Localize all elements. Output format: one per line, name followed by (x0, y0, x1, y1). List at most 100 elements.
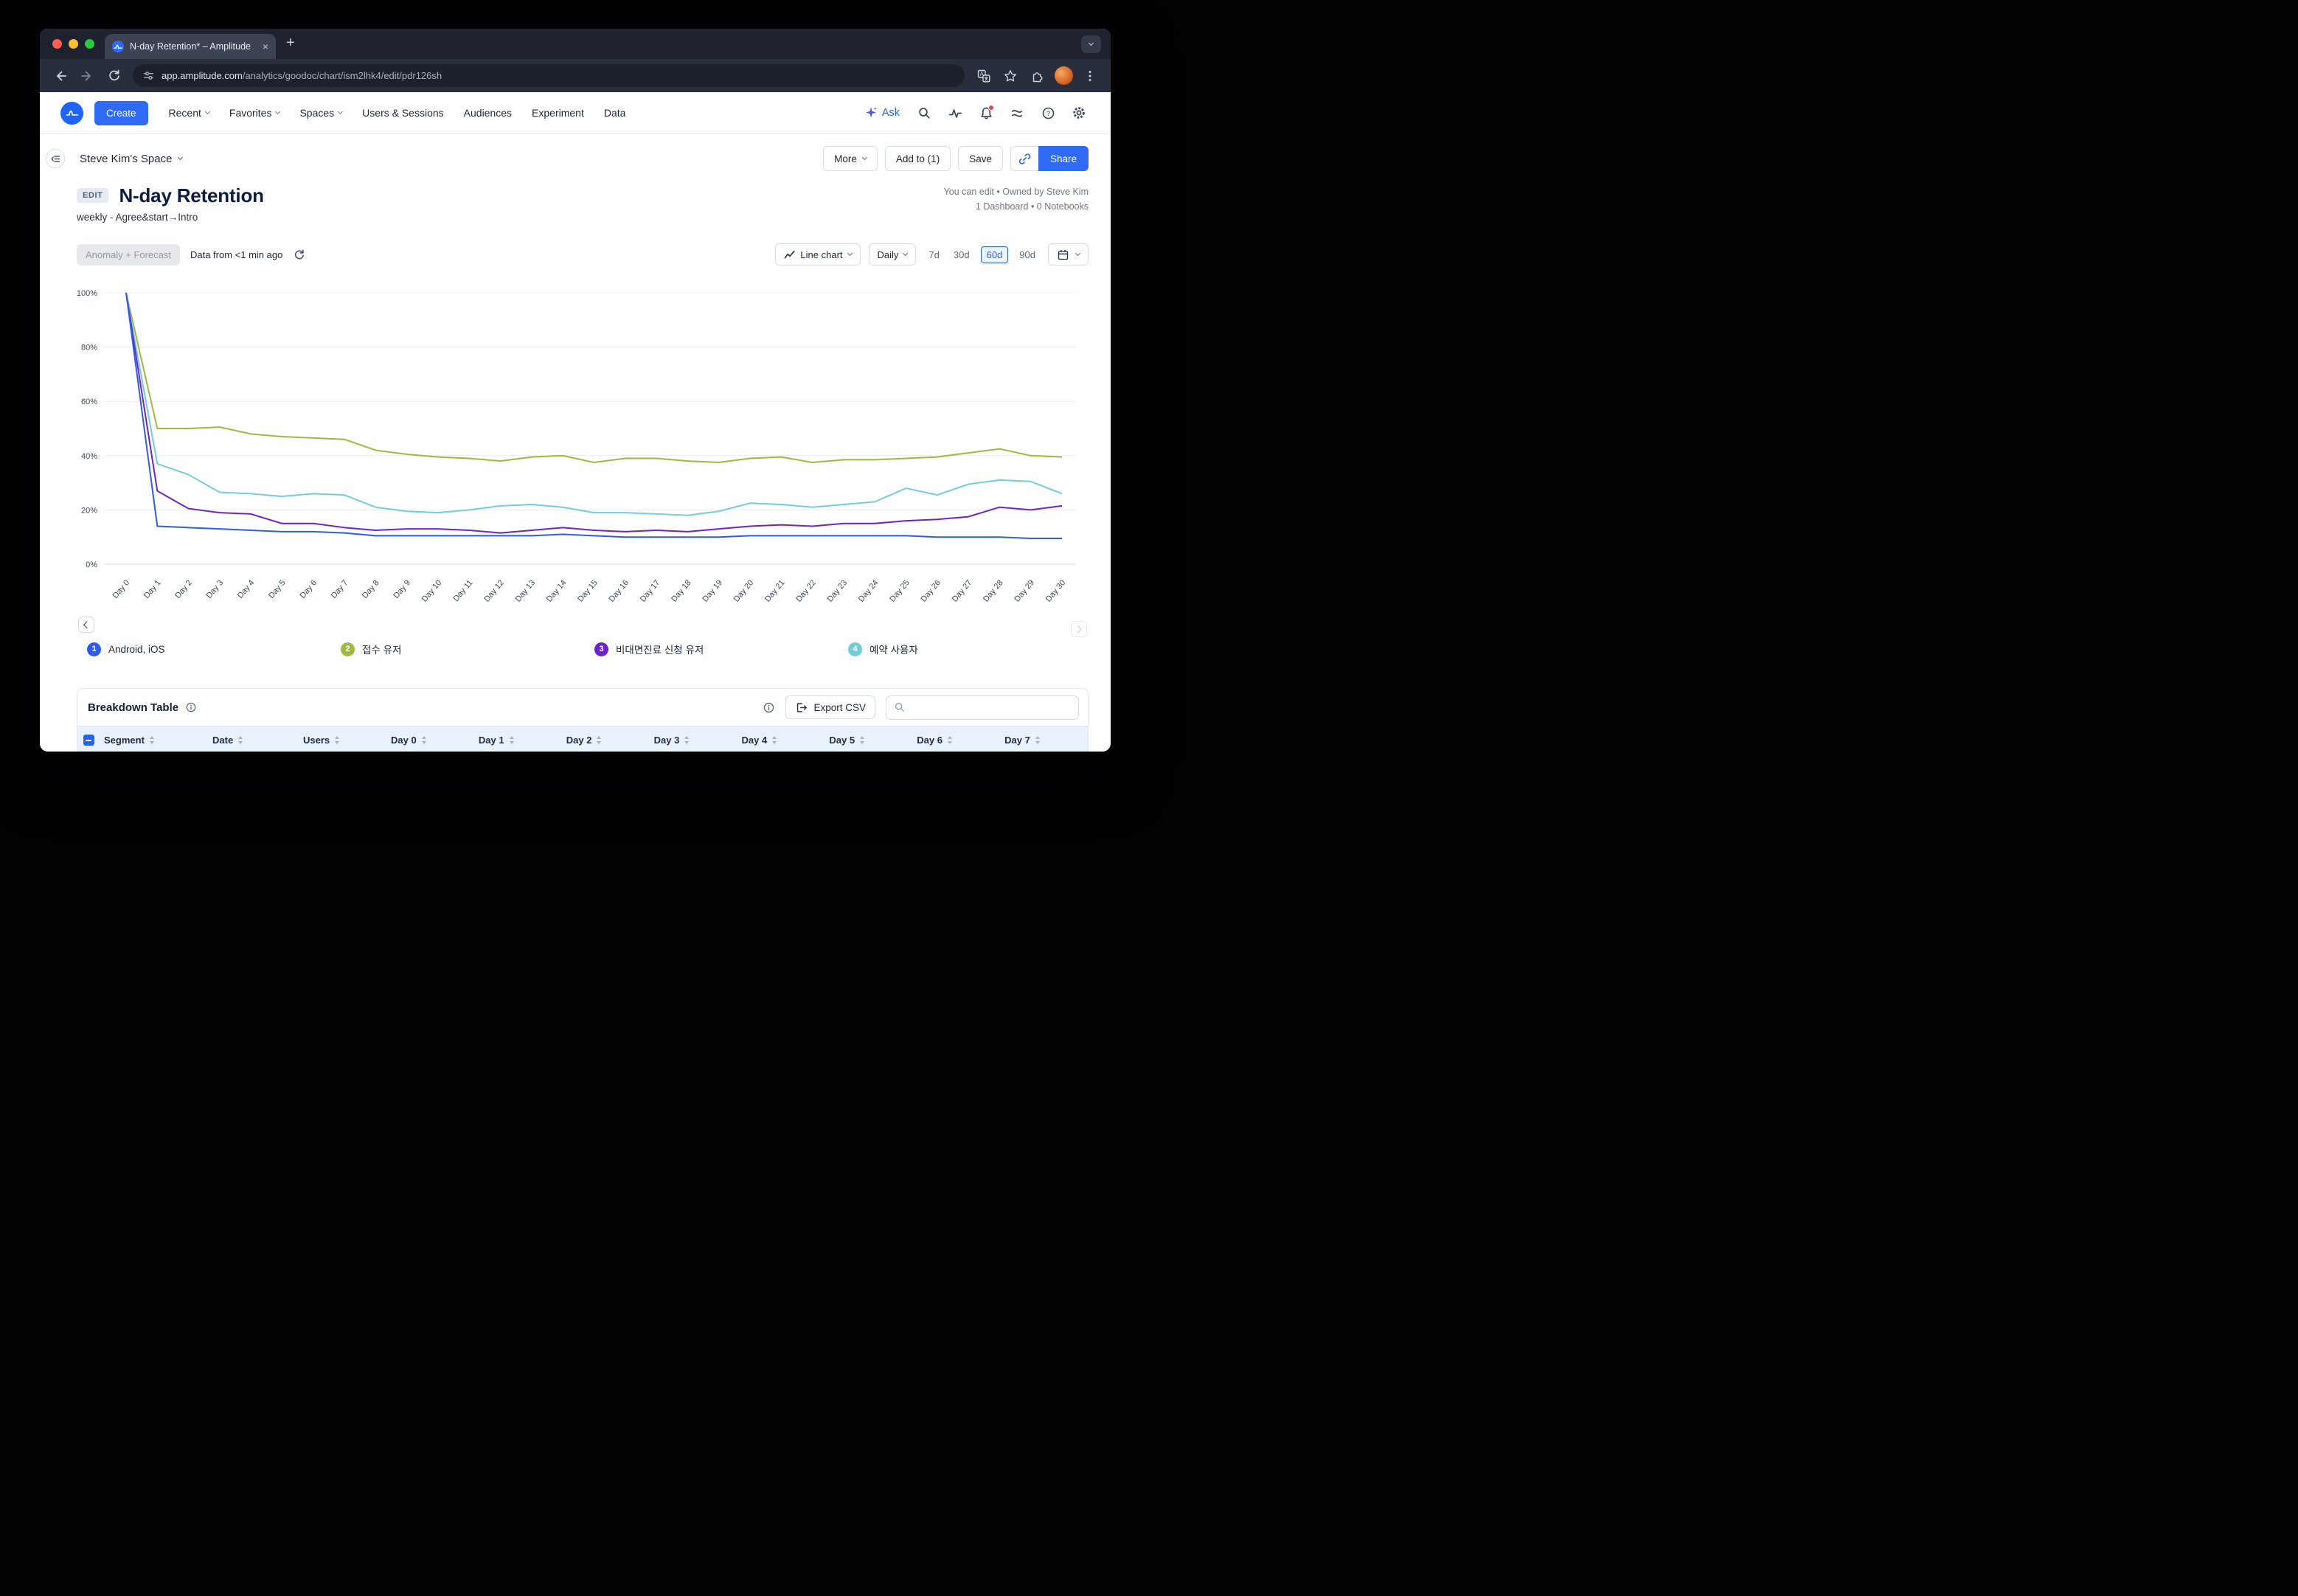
page-subtitle[interactable]: weekly - Agree&start→Intro (77, 212, 198, 223)
more-button[interactable]: More (823, 146, 878, 171)
space-selector[interactable]: Steve Kim's Space (80, 152, 184, 165)
select-all-checkbox[interactable] (77, 735, 100, 746)
series-line-3[interactable] (125, 292, 1063, 534)
range-button-60d[interactable]: 60d (980, 246, 1009, 263)
column-header-date[interactable]: Date (208, 735, 299, 746)
range-button-7d[interactable]: 7d (926, 246, 942, 263)
ask-button[interactable]: Ask (864, 106, 900, 119)
profile-avatar[interactable] (1052, 64, 1075, 88)
sort-icon[interactable] (1035, 736, 1040, 744)
share-button[interactable]: Share (1038, 146, 1089, 171)
table-search-box[interactable] (886, 695, 1079, 720)
nav-item-spaces[interactable]: Spaces (299, 107, 344, 119)
back-button[interactable] (49, 64, 72, 88)
sort-icon[interactable] (772, 736, 777, 744)
sort-icon[interactable] (335, 736, 340, 744)
x-axis-tick: Day 9 (392, 578, 412, 600)
column-header-day-0[interactable]: Day 0 (386, 735, 474, 746)
add-to-button[interactable]: Add to (1) (884, 146, 951, 171)
zoom-window-button[interactable] (85, 39, 94, 49)
tab-close-icon[interactable]: × (262, 41, 268, 52)
create-button[interactable]: Create (94, 100, 148, 125)
chart-type-selector[interactable]: Line chart (775, 243, 861, 266)
series-line-2[interactable] (125, 292, 1063, 463)
nav-item-favorites[interactable]: Favorites (229, 107, 281, 119)
x-axis-tick: Day 3 (205, 578, 226, 600)
bookmark-star-icon[interactable] (999, 64, 1022, 88)
page-title[interactable]: N-day Retention (119, 184, 264, 207)
date-picker-button[interactable] (1048, 243, 1089, 266)
granularity-selector[interactable]: Daily (868, 243, 917, 266)
info-icon[interactable] (185, 701, 197, 713)
column-header-day-4[interactable]: Day 4 (737, 735, 825, 746)
column-header-day-2[interactable]: Day 2 (562, 735, 650, 746)
x-axis-tick: Day 22 (794, 578, 818, 603)
forward-button[interactable] (75, 64, 99, 88)
minimize-window-button[interactable] (69, 39, 78, 49)
retention-line-chart[interactable]: 0% 20% 40% 60% 80% 100% Day 0 Day 1 Day 2 Day 3 Da… (77, 271, 1089, 603)
pipelines-button[interactable] (1004, 100, 1030, 125)
series-line-4[interactable] (125, 292, 1063, 516)
sort-icon[interactable] (597, 736, 602, 744)
x-axis-tick: Day 29 (1013, 578, 1036, 603)
nav-item-label: Data (603, 107, 626, 119)
column-header-day-6[interactable]: Day 6 (912, 735, 1000, 746)
legend-prev-button[interactable] (78, 617, 94, 633)
sort-icon[interactable] (684, 736, 690, 744)
sort-icon[interactable] (149, 736, 154, 744)
url-bar[interactable]: app.amplitude.com/analytics/goodoc/chart… (133, 64, 965, 87)
x-axis-tick: Day 19 (701, 578, 724, 603)
nav-item-recent[interactable]: Recent (169, 107, 210, 119)
sort-icon[interactable] (421, 736, 426, 744)
column-header-users[interactable]: Users (299, 735, 386, 746)
table-search-input[interactable] (911, 701, 1071, 713)
close-window-button[interactable] (52, 39, 62, 49)
column-header-segment[interactable]: Segment (100, 735, 208, 746)
browser-menu-icon[interactable] (1078, 64, 1102, 88)
legend-item-2[interactable]: 2 접수 유저 (341, 642, 594, 656)
sort-icon[interactable] (860, 736, 865, 744)
space-name-label: Steve Kim's Space (80, 152, 173, 165)
amplitude-logo[interactable] (60, 101, 83, 125)
column-header-day-7[interactable]: Day 7 (1000, 735, 1088, 746)
add-to-label: Add to (1) (895, 153, 940, 164)
series-line-1[interactable] (125, 292, 1062, 540)
notifications-button[interactable] (973, 100, 999, 125)
info-icon[interactable] (763, 701, 775, 714)
copy-link-button[interactable] (1010, 146, 1038, 171)
nav-item-data[interactable]: Data (604, 107, 626, 119)
nav-item-audiences[interactable]: Audiences (464, 107, 512, 119)
search-button[interactable] (912, 100, 937, 125)
browser-tab[interactable]: N-day Retention* – Amplitude × (105, 34, 276, 59)
legend-item-3[interactable]: 3 비대면진료 신청 유저 (594, 642, 848, 656)
usage-text[interactable]: 1 Dashboard • 0 Notebooks (975, 201, 1089, 212)
extensions-icon[interactable] (1025, 64, 1049, 88)
x-axis-tick: Day 8 (361, 578, 381, 600)
sort-icon[interactable] (238, 736, 243, 744)
new-tab-button[interactable]: + (286, 35, 295, 51)
sort-icon[interactable] (947, 736, 952, 744)
nav-item-experiment[interactable]: Experiment (532, 107, 584, 119)
range-button-30d[interactable]: 30d (951, 246, 973, 263)
translate-icon[interactable]: A (972, 64, 996, 88)
save-button[interactable]: Save (958, 146, 1003, 171)
column-header-day-1[interactable]: Day 1 (474, 735, 562, 746)
legend-item-4[interactable]: 4 예약 사용자 (848, 642, 1102, 656)
anomaly-forecast-button[interactable]: Anomaly + Forecast (77, 243, 180, 266)
sort-icon[interactable] (509, 736, 514, 744)
range-button-90d[interactable]: 90d (1016, 246, 1038, 263)
legend-item-1[interactable]: 1 Android, iOS (87, 642, 341, 656)
whats-new-button[interactable] (943, 100, 968, 125)
tab-overview-button[interactable] (1081, 35, 1101, 53)
settings-button[interactable] (1066, 100, 1091, 125)
refresh-button[interactable] (293, 249, 305, 261)
column-header-day-5[interactable]: Day 5 (825, 735, 912, 746)
site-settings-icon[interactable] (142, 69, 155, 82)
reload-button[interactable] (102, 64, 125, 88)
nav-item-users-sessions[interactable]: Users & Sessions (362, 107, 443, 119)
help-button[interactable]: ? (1035, 100, 1061, 125)
sidebar-toggle-button[interactable] (46, 149, 65, 168)
column-header-day-3[interactable]: Day 3 (650, 735, 737, 746)
export-csv-button[interactable]: Export CSV (785, 695, 875, 719)
legend-next-button[interactable] (1071, 621, 1087, 637)
